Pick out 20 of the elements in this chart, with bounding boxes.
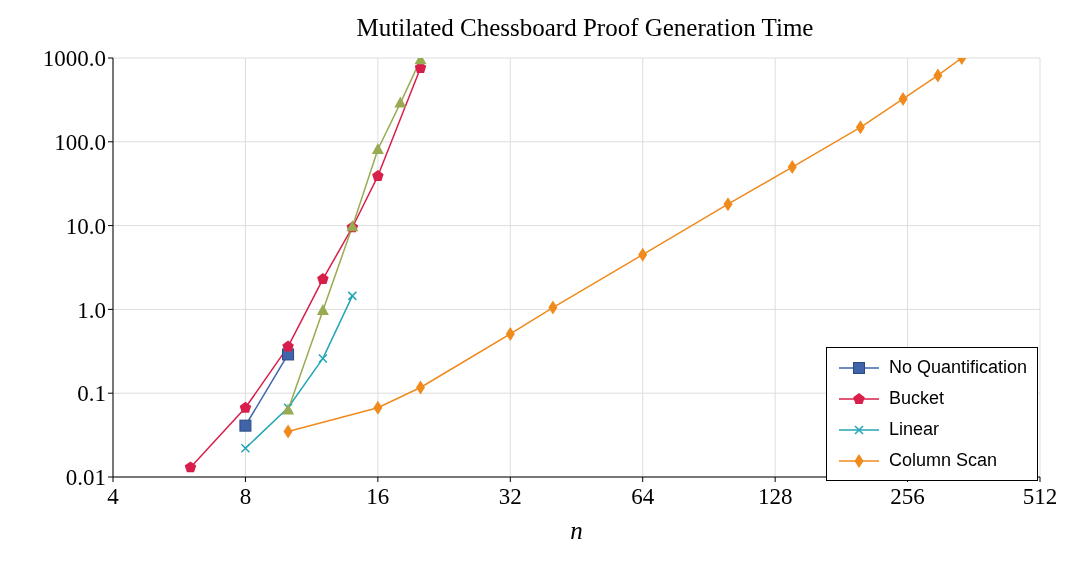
- x-tick-label: 128: [757, 484, 793, 510]
- y-tick-label: 1.0: [77, 297, 106, 323]
- y-tick-label: 100.0: [54, 129, 106, 155]
- x-tick-label: 64: [631, 484, 655, 510]
- x-tick-label: 512: [1022, 484, 1058, 510]
- x-tick-label: 16: [366, 484, 390, 510]
- x-tick-label: 32: [498, 484, 522, 510]
- legend-label: Bucket: [888, 388, 944, 409]
- x-tick-label: 8: [239, 484, 252, 510]
- chart-title: Mutilated Chessboard Proof Generation Time: [355, 13, 815, 43]
- legend-label: Column Scan: [888, 450, 997, 471]
- x-axis-title: n: [570, 517, 583, 544]
- y-tick-label: 0.01: [65, 465, 106, 491]
- legend-label: Linear: [888, 419, 939, 440]
- y-tick-label: 10.0: [65, 213, 106, 239]
- y-tick-label: 0.1: [77, 381, 106, 407]
- legend-label: No Quantification: [888, 357, 1027, 378]
- y-tick-label: 1000.0: [42, 46, 106, 72]
- x-tick-label: 256: [890, 484, 925, 510]
- x-tick-label: 4: [107, 484, 120, 510]
